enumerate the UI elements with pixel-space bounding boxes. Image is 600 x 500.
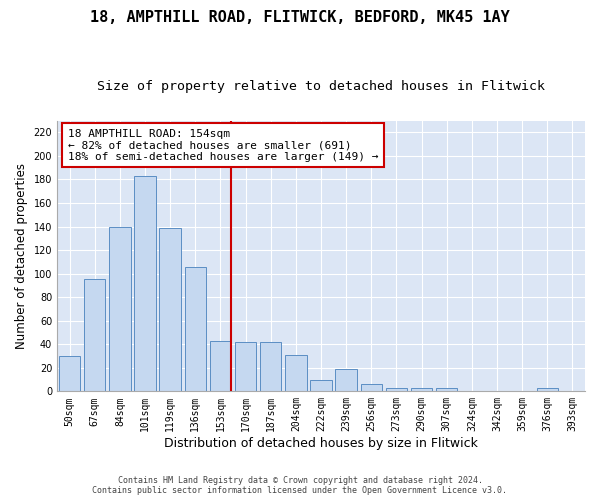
Bar: [59, 356, 80, 392]
Text: 18 AMPTHILL ROAD: 154sqm
← 82% of detached houses are smaller (691)
18% of semi-: 18 AMPTHILL ROAD: 154sqm ← 82% of detach…: [68, 128, 378, 162]
Y-axis label: Number of detached properties: Number of detached properties: [15, 163, 28, 349]
Bar: [285, 355, 307, 392]
Bar: [109, 226, 131, 392]
Bar: [436, 388, 457, 392]
Bar: [134, 176, 156, 392]
Title: Size of property relative to detached houses in Flitwick: Size of property relative to detached ho…: [97, 80, 545, 93]
Bar: [185, 266, 206, 392]
Bar: [260, 342, 281, 392]
Bar: [210, 340, 231, 392]
Bar: [361, 384, 382, 392]
Bar: [536, 388, 558, 392]
Bar: [386, 388, 407, 392]
Bar: [310, 380, 332, 392]
Bar: [160, 228, 181, 392]
Bar: [235, 342, 256, 392]
Bar: [335, 369, 357, 392]
Bar: [84, 280, 106, 392]
X-axis label: Distribution of detached houses by size in Flitwick: Distribution of detached houses by size …: [164, 437, 478, 450]
Bar: [411, 388, 432, 392]
Text: Contains HM Land Registry data © Crown copyright and database right 2024.
Contai: Contains HM Land Registry data © Crown c…: [92, 476, 508, 495]
Text: 18, AMPTHILL ROAD, FLITWICK, BEDFORD, MK45 1AY: 18, AMPTHILL ROAD, FLITWICK, BEDFORD, MK…: [90, 10, 510, 25]
